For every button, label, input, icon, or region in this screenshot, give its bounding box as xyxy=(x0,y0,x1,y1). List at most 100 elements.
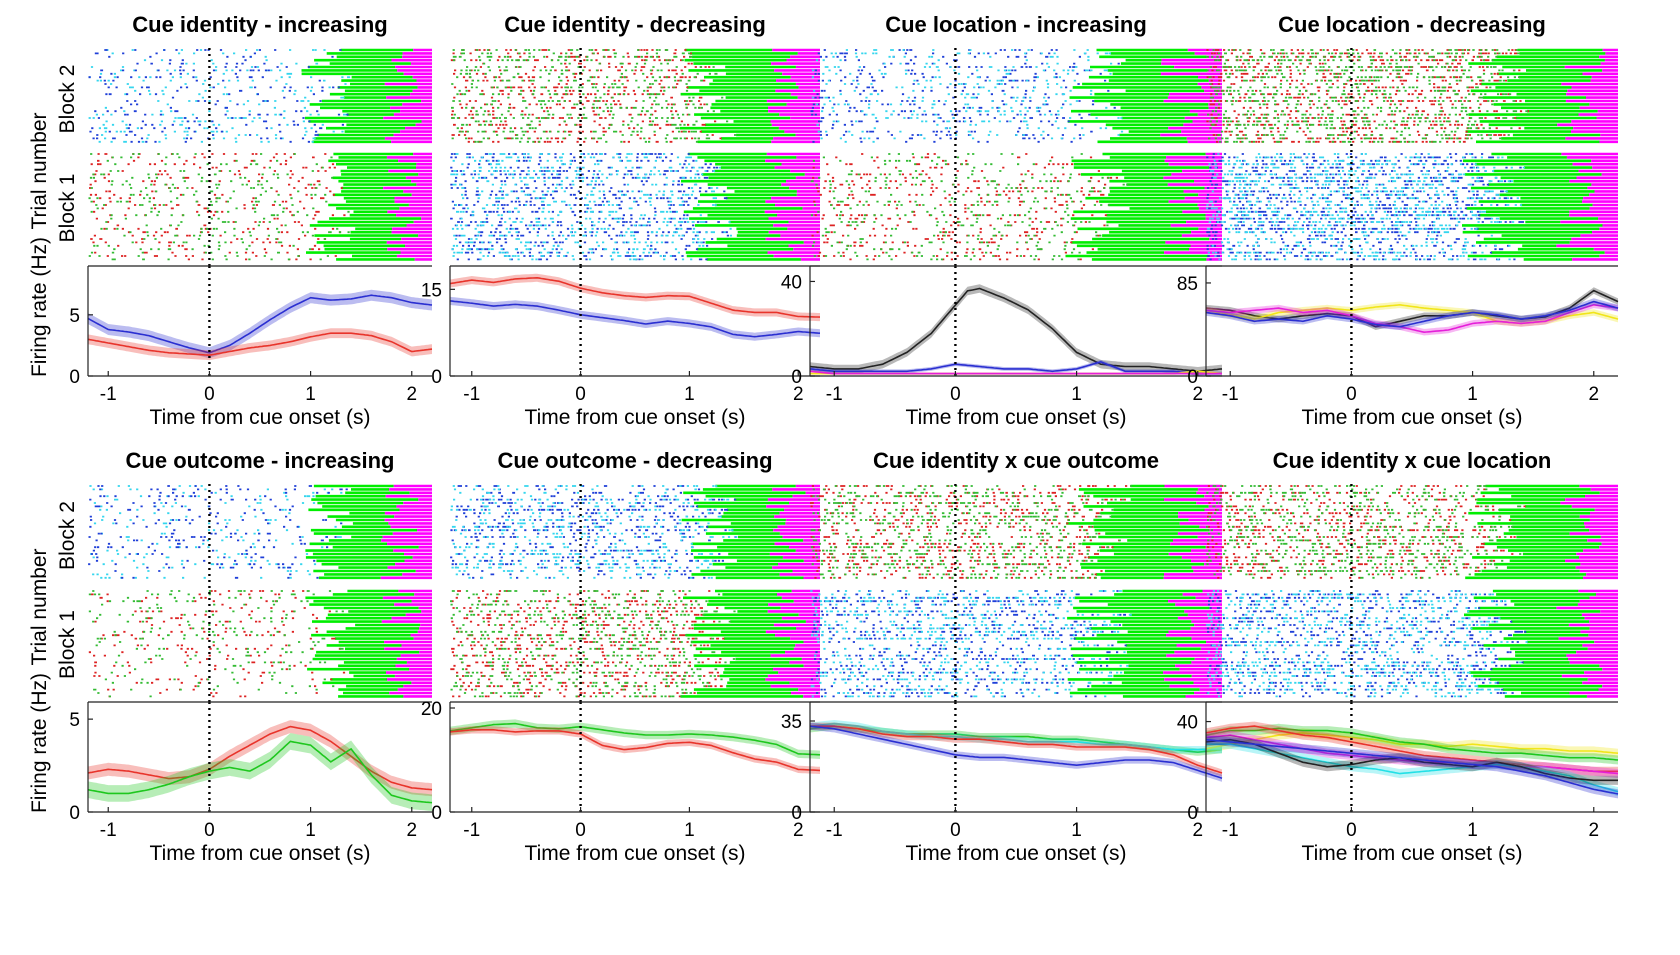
raster-block-1 xyxy=(1206,152,1618,261)
trial-event-green xyxy=(679,48,799,144)
raster-block-2 xyxy=(450,48,820,144)
x-tick-label: -1 xyxy=(463,384,480,405)
y-tick-label: 0 xyxy=(431,367,442,388)
spikes-spike_green xyxy=(1206,49,1528,143)
x-tick-label: 2 xyxy=(793,820,804,841)
series-band-blue xyxy=(1206,298,1618,330)
x-tick-label: 1 xyxy=(684,820,695,841)
series-band-red xyxy=(450,726,820,774)
x-tick-label: 1 xyxy=(1467,820,1478,841)
block-1-label: Block 1 xyxy=(56,610,79,679)
y-tick-label: 40 xyxy=(1177,713,1198,734)
x-tick-label: 1 xyxy=(305,820,316,841)
spikes-spike_blue xyxy=(810,590,1127,698)
trial-event-magenta xyxy=(383,48,432,144)
trial-event-magenta xyxy=(1556,152,1618,261)
panel-title: Cue location - decreasing xyxy=(1278,12,1546,37)
series-line-black xyxy=(1205,738,1618,782)
trial-event-green xyxy=(1462,152,1605,261)
y-tick-label: 0 xyxy=(431,803,442,824)
raster-y-label: Trial number xyxy=(28,548,51,665)
x-tick-label: -1 xyxy=(100,384,117,405)
trial-event-green xyxy=(301,48,422,144)
spikes-spike_red xyxy=(1206,485,1526,579)
series-band-red xyxy=(810,722,1222,777)
spike-raster xyxy=(1206,48,1618,266)
y-tick-label: 0 xyxy=(1187,367,1198,388)
y-tick-label: 85 xyxy=(1177,274,1198,295)
spikes-spike_blue xyxy=(810,49,1120,143)
trial-event-green xyxy=(1066,484,1210,580)
trial-event-green xyxy=(680,589,806,698)
series-band-magenta xyxy=(1206,301,1618,336)
firing-rate-plot: -1 0 1 2 0 5 xyxy=(69,701,433,841)
panel-5: Cue outcome - increasing Block 2 Block 1Tr… xyxy=(28,448,433,865)
series-line-green xyxy=(1205,727,1619,761)
spikes-spike_blue xyxy=(1206,590,1527,698)
spikes-spike_cyan xyxy=(89,485,343,579)
y-tick-label: 35 xyxy=(781,712,802,733)
spikes-spike_cyan xyxy=(450,153,732,261)
x-tick-label: -1 xyxy=(1222,384,1239,405)
raster-block-1 xyxy=(810,152,1222,261)
spikes-spike_cyan xyxy=(810,590,1132,698)
x-tick-label: 2 xyxy=(1588,384,1599,405)
spikes-spike_red xyxy=(89,153,346,261)
spike-raster xyxy=(810,484,1222,702)
y-tick-label: 20 xyxy=(421,699,442,720)
y-axis-label: Firing rate (Hz) xyxy=(28,673,51,813)
raster-y-label: Trial number xyxy=(28,112,51,229)
trial-event-magenta xyxy=(1160,48,1222,144)
raster-block-1 xyxy=(450,152,820,261)
series-band-black xyxy=(810,284,1222,376)
series-band-blue xyxy=(1206,735,1618,799)
trial-event-green xyxy=(305,484,419,580)
x-tick-label: 0 xyxy=(575,820,586,841)
trial-event-magenta xyxy=(1560,484,1618,580)
x-tick-label: 0 xyxy=(1346,384,1357,405)
x-tick-label: 1 xyxy=(305,384,316,405)
trial-event-magenta xyxy=(380,484,432,580)
series-line-blue xyxy=(809,725,1223,779)
spikes-spike_cyan xyxy=(1206,590,1528,698)
trial-event-green xyxy=(1465,48,1606,144)
y-tick-label: 15 xyxy=(421,280,442,301)
trial-event-magenta xyxy=(764,152,820,261)
trial-event-magenta xyxy=(1557,48,1618,144)
block-2-label: Block 2 xyxy=(56,65,79,134)
raster-block-1 xyxy=(810,589,1222,698)
series-line-blue xyxy=(1205,738,1619,795)
x-tick-label: 2 xyxy=(793,384,804,405)
series-band-red xyxy=(88,720,432,797)
raster-block-1 xyxy=(88,152,432,261)
raster-block-2 xyxy=(810,48,1222,144)
series-band-green xyxy=(1206,723,1618,765)
x-tick-label: 0 xyxy=(575,384,586,405)
firing-rate-plot: -1 0 1 2 0 5 xyxy=(69,265,433,405)
spike-raster xyxy=(1206,484,1618,702)
x-axis-label: Time from cue onset (s) xyxy=(150,842,371,865)
series-line-blue xyxy=(449,300,821,338)
x-tick-label: -1 xyxy=(1222,820,1239,841)
x-tick-label: 1 xyxy=(684,384,695,405)
x-tick-label: 0 xyxy=(950,820,961,841)
y-tick-label: 0 xyxy=(791,803,802,824)
spikes-spike_red xyxy=(450,590,725,698)
panel-title: Cue identity x cue outcome xyxy=(873,448,1159,473)
x-axis-label: Time from cue onset (s) xyxy=(525,842,746,865)
y-tick-label: 0 xyxy=(791,367,802,388)
x-tick-label: -1 xyxy=(100,820,117,841)
panel-title: Cue identity - decreasing xyxy=(504,12,766,37)
series-band-green xyxy=(810,722,1222,756)
spike-raster xyxy=(810,48,1222,266)
trial-event-green xyxy=(681,484,806,580)
